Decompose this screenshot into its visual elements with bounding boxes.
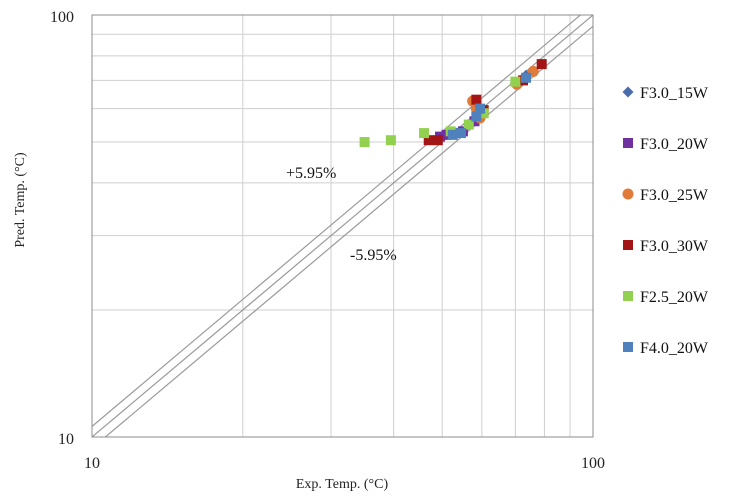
plot-frame (91, 14, 594, 438)
legend-label: F3.0_30W (640, 238, 709, 255)
data-points (359, 59, 547, 148)
data-point (463, 119, 474, 130)
reference-lines (92, 15, 593, 437)
x-tick-label-100: 100 (581, 455, 605, 472)
x-axis-title: Exp. Temp. (°C) (296, 477, 389, 492)
annotation-plus-5-95: +5.95% (286, 165, 336, 182)
legend-marker (623, 342, 633, 352)
legend-item-F3.0_20W: F3.0_20W (623, 136, 709, 153)
data-point (471, 111, 482, 122)
legend-marker (623, 291, 633, 301)
y-tick-label-10: 10 (58, 431, 74, 448)
reference-line-1 (92, 15, 582, 428)
legend-label: F2.5_20W (640, 289, 709, 306)
x-tick-label-10: 10 (84, 455, 100, 472)
legend-label: F3.0_25W (640, 187, 709, 204)
legend-label: F4.0_20W (640, 340, 709, 357)
data-point (475, 103, 486, 114)
data-point (455, 128, 466, 139)
legend-label: F3.0_15W (640, 85, 709, 102)
y-tick-label-100: 100 (50, 9, 74, 26)
data-point (432, 135, 443, 146)
data-point (419, 128, 430, 139)
data-point (359, 137, 370, 148)
legend-item-F3.0_25W: F3.0_25W (622, 187, 709, 204)
data-point (447, 129, 458, 140)
reference-line-2 (104, 25, 593, 437)
legend-item-F3.0_30W: F3.0_30W (623, 238, 709, 255)
legend: F3.0_15W F3.0_20W F3.0_25W F3.0_30W F2.5_20W… (622, 85, 709, 357)
data-point (471, 94, 482, 105)
y-axis-title: Pred. Temp. (°C) (13, 152, 28, 248)
data-point (521, 72, 532, 83)
reference-line-0 (92, 15, 593, 437)
data-point (536, 59, 547, 70)
series-F4.0_20W (447, 72, 532, 140)
legend-marker (623, 138, 633, 148)
legend-marker (623, 240, 633, 250)
legend-item-F2.5_20W: F2.5_20W (623, 289, 709, 306)
legend-item-F3.0_15W: F3.0_15W (622, 85, 709, 102)
data-point (423, 135, 434, 146)
data-point (510, 76, 521, 87)
legend-marker (622, 188, 634, 200)
data-point (385, 135, 396, 146)
legend-marker (622, 86, 634, 98)
legend-item-F4.0_20W: F4.0_20W (623, 340, 709, 357)
legend-label: F3.0_20W (640, 136, 709, 153)
annotation-minus-5-95: -5.95% (350, 247, 397, 264)
